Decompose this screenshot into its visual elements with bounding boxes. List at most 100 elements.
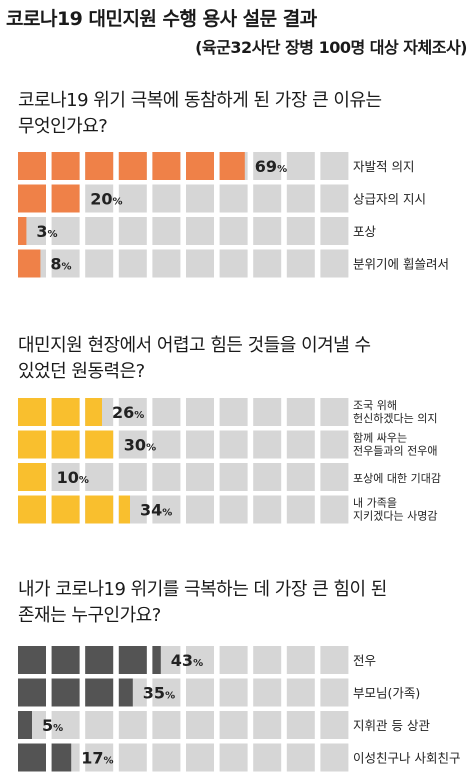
bar-cell-background bbox=[253, 249, 282, 278]
category-label: 지휘관 등 상관 bbox=[353, 718, 430, 733]
bar-cell-background bbox=[286, 711, 315, 739]
bar-cell-background bbox=[286, 249, 315, 278]
bar-cell-background bbox=[286, 646, 315, 674]
value-label: 26% bbox=[112, 403, 144, 422]
bar-cell-fill bbox=[219, 152, 245, 180]
bar-cell-background bbox=[118, 711, 147, 739]
bar-cell-background bbox=[186, 430, 214, 459]
category-label: 포상에 대한 기대감 bbox=[353, 472, 441, 485]
bar-row: 5% 지휘관 등 상관 bbox=[18, 711, 430, 739]
question-2-line-2: 있었던 원동력은? bbox=[18, 361, 145, 382]
bar-cell-background bbox=[219, 711, 248, 739]
question-3: 내가 코로나19 위기를 극복하는 데 가장 큰 힘이 된 존재는 누구인가요? bbox=[18, 577, 468, 629]
bar-cell-fill bbox=[85, 398, 102, 426]
bar-cell-background bbox=[286, 463, 315, 491]
value-label: 20% bbox=[90, 190, 122, 209]
bar-cell-background bbox=[152, 217, 181, 245]
bar-cell-background bbox=[286, 495, 315, 524]
bar-cell-background bbox=[219, 743, 248, 772]
bar-cell-fill bbox=[18, 743, 46, 772]
bar-cell-background bbox=[85, 743, 114, 772]
bar-row: 3% 포상 bbox=[18, 217, 377, 245]
bar-cell-background bbox=[320, 398, 349, 426]
bar-cell-fill bbox=[18, 711, 32, 739]
bar-cell-background bbox=[186, 217, 214, 245]
bar-cell-background bbox=[253, 495, 282, 524]
bar-cell-background bbox=[118, 463, 147, 491]
bar-cell-background bbox=[186, 249, 214, 278]
bar-row: 8% 분위기에 휩쓸려서 bbox=[18, 249, 449, 278]
header-title: 코로나19 대민지원 수행 용사 설문 결과 bbox=[6, 8, 317, 30]
bar-cell-background bbox=[320, 184, 349, 213]
bar-cell-fill bbox=[51, 184, 80, 213]
bar-cell-fill bbox=[118, 495, 130, 524]
bar-cell-fill bbox=[18, 398, 46, 426]
bar-cell-background bbox=[320, 711, 349, 739]
value-label: 43% bbox=[171, 651, 203, 670]
bar-cell-fill bbox=[51, 430, 80, 459]
bar-cell-background bbox=[118, 430, 147, 459]
bar-cell-background bbox=[286, 430, 315, 459]
bar-cell-background bbox=[219, 463, 248, 491]
bar-cell-fill bbox=[85, 646, 114, 674]
bar-cell-fill bbox=[18, 217, 27, 245]
bar-cell-background bbox=[286, 398, 315, 426]
bar-cell-fill bbox=[118, 646, 147, 674]
bar-cell-background bbox=[286, 743, 315, 772]
bar-cell-fill bbox=[18, 463, 46, 491]
bar-cell-background bbox=[85, 184, 114, 213]
category-label: 상급자의 지시 bbox=[353, 192, 426, 207]
bar-cell-background bbox=[51, 217, 80, 245]
bar-cell-background bbox=[320, 743, 349, 772]
bar-cell-fill bbox=[51, 678, 80, 707]
bar-cell-background bbox=[219, 249, 248, 278]
question-2: 대민지원 현장에서 어렵고 힘든 것들을 이겨낼 수 있었던 원동력은? bbox=[18, 333, 468, 385]
value-label: 69% bbox=[255, 157, 287, 176]
question-1-line-2: 무엇인가요? bbox=[18, 116, 108, 137]
bar-cell-background bbox=[253, 217, 282, 245]
bar-cell-fill bbox=[85, 152, 114, 180]
bar-cell-background bbox=[186, 678, 214, 707]
bar-row: 30% 함께 싸우는 전우들과의 전우애 bbox=[18, 430, 437, 459]
bar-cell-fill bbox=[18, 184, 46, 213]
question-1: 코로나19 위기 극복에 동참하게 된 가장 큰 이유는 무엇인가요? bbox=[18, 88, 468, 140]
bar-cell-background bbox=[152, 711, 181, 739]
bar-cell-background bbox=[320, 678, 349, 707]
bar-cell-fill bbox=[118, 152, 147, 180]
bar-cell-fill bbox=[51, 152, 80, 180]
bar-cell-fill bbox=[51, 495, 80, 524]
bar-cell-background bbox=[186, 398, 214, 426]
bar-cell-fill bbox=[85, 495, 114, 524]
bar-cell-background bbox=[85, 217, 114, 245]
bar-cell-background bbox=[186, 743, 214, 772]
bar-cell-background bbox=[253, 463, 282, 491]
bar-cell-background bbox=[51, 711, 80, 739]
bar-cell-background bbox=[186, 463, 214, 491]
bar-cell-background bbox=[253, 398, 282, 426]
bar-cell-background bbox=[320, 495, 349, 524]
bar-cell-background bbox=[320, 430, 349, 459]
category-label: 부모님(가족) bbox=[353, 686, 420, 701]
bar-cell-fill bbox=[51, 743, 72, 772]
bar-row: 35% 부모님(가족) bbox=[18, 678, 420, 707]
bar-cell-background bbox=[85, 711, 114, 739]
bar-cell-fill bbox=[18, 430, 46, 459]
value-label: 10% bbox=[57, 468, 89, 487]
bar-cell-background bbox=[85, 463, 114, 491]
category-label: 조국 위해 헌신하겠다는 의지 bbox=[353, 398, 437, 425]
bar-cell-background bbox=[253, 430, 282, 459]
category-label: 내 가족을 지키겠다는 사명감 bbox=[353, 497, 437, 523]
bar-cell-background bbox=[286, 217, 315, 245]
bar-cell-background bbox=[253, 678, 282, 707]
bar-cell-background bbox=[118, 217, 147, 245]
question-3-line-2: 존재는 누구인가요? bbox=[18, 605, 161, 626]
bar-row: 43% 전우 bbox=[18, 646, 376, 674]
value-label: 30% bbox=[124, 436, 156, 455]
bar-cell-background bbox=[320, 249, 349, 278]
bar-cell-background bbox=[118, 743, 147, 772]
bar-cell-background bbox=[320, 646, 349, 674]
bar-row: 10% 포상에 대한 기대감 bbox=[18, 463, 441, 491]
bar-cell-fill bbox=[18, 678, 46, 707]
bar-cell-background bbox=[51, 249, 80, 278]
bar-cell-background bbox=[320, 152, 349, 180]
